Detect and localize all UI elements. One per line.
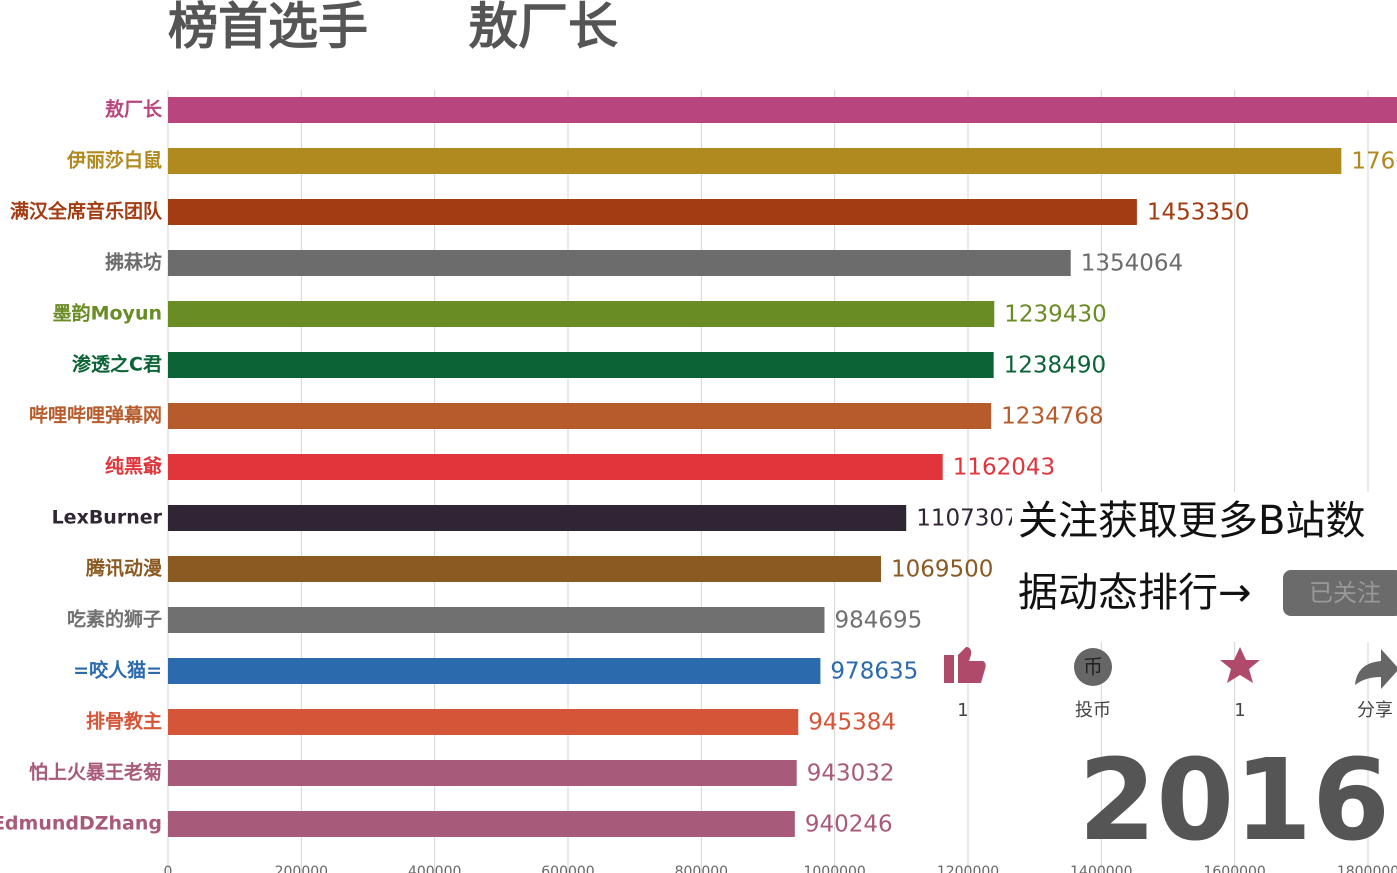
y-tick-label: 墨韵Moyun <box>53 302 162 325</box>
bars: 敖厂长1850000伊丽莎白鼠1760000满汉全席音乐团队1453350拂菻坊… <box>0 97 1397 838</box>
y-tick-label: 怕上火暴王老菊 <box>29 761 162 784</box>
value-label: 1234768 <box>1001 404 1103 430</box>
value-label: 978635 <box>830 659 918 685</box>
leader-name: 敖厂长 <box>468 0 618 56</box>
value-label: 1238490 <box>1004 353 1106 379</box>
bar <box>168 301 995 327</box>
y-tick-label: 拂菻坊 <box>105 251 162 274</box>
overlay-bg <box>1012 492 1397 642</box>
follow-button[interactable] <box>1283 570 1397 616</box>
x-tick-label: 1200000 <box>937 864 999 873</box>
value-label: 1453350 <box>1147 200 1249 226</box>
x-tick-label: 200000 <box>275 864 328 873</box>
value-label: 1107307 <box>916 506 1018 532</box>
coin-label: 投币 <box>1075 700 1111 721</box>
x-tick-label: 1600000 <box>1203 864 1265 873</box>
value-label: 1760000 <box>1351 149 1397 175</box>
bar <box>168 709 799 735</box>
y-tick-label: EdmundDZhang <box>0 813 162 835</box>
y-tick-label: 敖厂长 <box>105 98 163 121</box>
share-icon[interactable] <box>1355 649 1397 689</box>
share-label: 分享 <box>1357 700 1393 721</box>
like-icon[interactable] <box>944 647 986 683</box>
year-label: 2016 <box>1078 736 1390 866</box>
x-tick-label: 400000 <box>408 864 461 873</box>
bar <box>168 352 994 378</box>
value-label: 943032 <box>807 761 895 787</box>
x-tick-label: 1800000 <box>1337 864 1397 873</box>
bar <box>168 97 1397 123</box>
coin-glyph: 币 <box>1083 655 1103 679</box>
y-tick-label: 哔哩哔哩弹幕网 <box>29 404 162 427</box>
x-tick-label: 800000 <box>675 864 728 873</box>
bar <box>168 760 797 786</box>
bar <box>168 148 1342 174</box>
x-tick-label: 1400000 <box>1070 864 1132 873</box>
bar <box>168 454 943 480</box>
value-label: 945384 <box>808 710 896 736</box>
y-tick-label: 伊丽莎白鼠 <box>66 149 162 172</box>
bar <box>168 658 821 684</box>
chart-title: 榜首选手 <box>168 0 368 56</box>
value-label: 1162043 <box>953 455 1055 481</box>
y-tick-label: =咬人猫= <box>73 659 162 682</box>
y-tick-label: 渗透之C君 <box>72 353 162 376</box>
y-tick-label: 吃素的狮子 <box>67 608 162 631</box>
favorite-count: 1 <box>1234 700 1245 721</box>
coin-icon[interactable] <box>1074 648 1112 686</box>
bar <box>168 607 825 633</box>
x-tick-label: 0 <box>164 864 173 873</box>
value-label: 1239430 <box>1004 302 1106 328</box>
follow-button-label[interactable]: 已关注 <box>1309 579 1381 607</box>
bar <box>168 199 1137 225</box>
bar <box>168 556 881 582</box>
bar <box>168 811 795 837</box>
bar <box>168 403 992 429</box>
bar <box>168 505 907 531</box>
follow-text: 据动态排行→ <box>1018 570 1252 616</box>
bar <box>168 250 1071 276</box>
y-tick-label: 排骨教主 <box>86 710 162 733</box>
like-count: 1 <box>957 700 968 721</box>
value-label: 984695 <box>834 608 922 634</box>
y-tick-label: 纯黑爺 <box>105 455 163 478</box>
x-tick-label: 1000000 <box>803 864 865 873</box>
favorite-icon[interactable] <box>1220 647 1260 683</box>
follow-text: 关注获取更多B站数 <box>1018 498 1365 544</box>
value-label: 1354064 <box>1081 251 1183 277</box>
value-label: 1069500 <box>891 557 993 583</box>
y-tick-label: LexBurner <box>52 507 163 529</box>
y-tick-label: 满汉全席音乐团队 <box>10 200 163 223</box>
x-tick-label: 600000 <box>541 864 594 873</box>
value-label: 940246 <box>805 812 893 838</box>
y-tick-label: 腾讯动漫 <box>85 557 163 580</box>
